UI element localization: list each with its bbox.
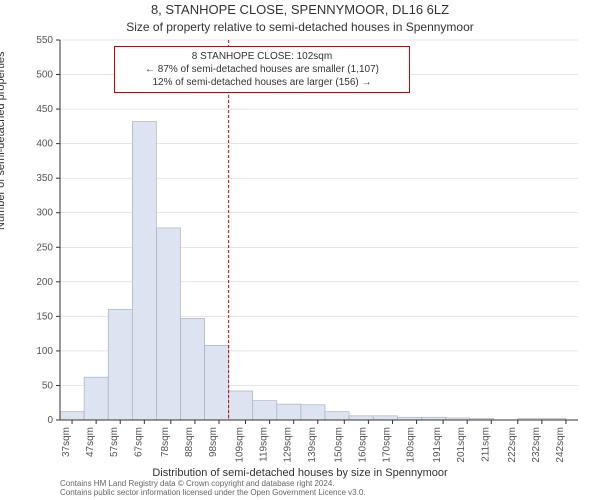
- svg-text:98sqm: 98sqm: [208, 427, 219, 457]
- svg-text:160sqm: 160sqm: [357, 427, 368, 463]
- svg-text:0: 0: [47, 415, 53, 426]
- svg-text:191sqm: 191sqm: [432, 427, 443, 463]
- svg-text:500: 500: [36, 70, 53, 81]
- footer-line1: Contains HM Land Registry data © Crown c…: [60, 479, 366, 489]
- svg-text:37sqm: 37sqm: [61, 427, 72, 457]
- svg-text:180sqm: 180sqm: [406, 427, 417, 463]
- svg-text:550: 550: [36, 35, 53, 46]
- svg-text:150: 150: [36, 311, 53, 322]
- svg-text:222sqm: 222sqm: [507, 427, 518, 463]
- svg-text:400: 400: [36, 139, 53, 150]
- svg-text:47sqm: 47sqm: [85, 427, 96, 457]
- svg-text:170sqm: 170sqm: [381, 427, 392, 463]
- svg-text:300: 300: [36, 208, 53, 219]
- svg-text:200: 200: [36, 277, 53, 288]
- annotation-line2: ← 87% of semi-detached houses are smalle…: [121, 63, 403, 76]
- svg-text:57sqm: 57sqm: [109, 427, 120, 457]
- svg-text:119sqm: 119sqm: [259, 427, 270, 462]
- x-axis-label: Distribution of semi-detached houses by …: [0, 467, 600, 479]
- svg-text:232sqm: 232sqm: [531, 427, 542, 463]
- svg-text:67sqm: 67sqm: [133, 427, 144, 457]
- footer: Contains HM Land Registry data © Crown c…: [60, 479, 366, 498]
- svg-text:78sqm: 78sqm: [160, 427, 171, 457]
- svg-text:50: 50: [42, 380, 54, 391]
- footer-line2: Contains public sector information licen…: [60, 488, 366, 498]
- svg-text:88sqm: 88sqm: [184, 427, 195, 457]
- annotation-line3: 12% of semi-detached houses are larger (…: [121, 76, 403, 89]
- annotation-line1: 8 STANHOPE CLOSE: 102sqm: [121, 50, 403, 63]
- svg-text:109sqm: 109sqm: [235, 427, 246, 463]
- chart-container: 8, STANHOPE CLOSE, SPENNYMOOR, DL16 6LZ …: [0, 0, 600, 500]
- annotation-box: 8 STANHOPE CLOSE: 102sqm ← 87% of semi-d…: [114, 46, 410, 93]
- svg-text:139sqm: 139sqm: [307, 427, 318, 463]
- svg-text:211sqm: 211sqm: [480, 427, 491, 462]
- svg-text:250: 250: [36, 242, 53, 253]
- svg-text:350: 350: [36, 173, 53, 184]
- svg-text:242sqm: 242sqm: [555, 427, 566, 463]
- svg-text:201sqm: 201sqm: [456, 427, 467, 463]
- svg-text:100: 100: [36, 346, 53, 357]
- svg-text:450: 450: [36, 104, 53, 115]
- svg-text:129sqm: 129sqm: [283, 427, 294, 463]
- svg-text:150sqm: 150sqm: [333, 427, 344, 463]
